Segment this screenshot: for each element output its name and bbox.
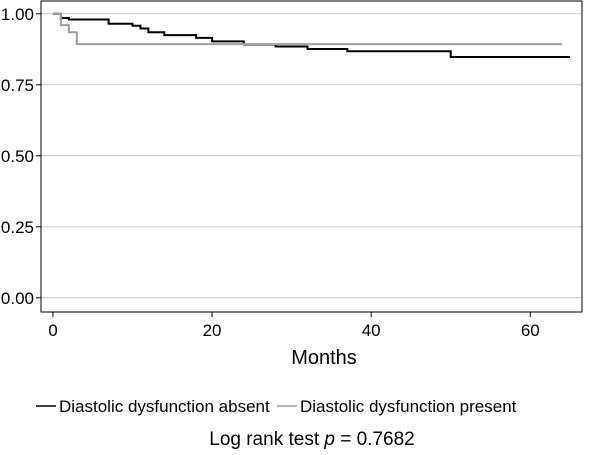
y-tick-label-1: 0.25 [1,218,34,237]
y-tick-label-4: 1.00 [1,5,34,24]
annotation-p-symbol: p [323,429,335,450]
log-rank-annotation: Log rank test p = 0.7682 [209,429,414,450]
x-axis: 0 20 40 60 [48,312,540,340]
legend-label-1: Diastolic dysfunction present [300,397,517,416]
x-tick-label-2: 40 [362,321,381,340]
legend-label-0: Diastolic dysfunction absent [59,397,270,416]
x-tick-label-3: 60 [521,321,540,340]
x-axis-title: Months [291,347,357,369]
series-lines [52,12,571,58]
x-tick-label-0: 0 [48,321,57,340]
y-tick-label-2: 0.50 [1,147,34,166]
legend: Diastolic dysfunction absent Diastolic dy… [36,397,517,416]
x-tick-label-1: 20 [203,321,222,340]
series-line-0 [52,12,571,58]
gridlines [41,13,582,299]
y-axis: 0.00 0.25 0.50 0.75 1.00 [1,5,41,308]
y-tick-label-3: 0.75 [1,76,34,95]
y-tick-label-0: 0.00 [1,289,34,308]
annotation-prefix: Log rank test [209,429,324,450]
plot-frame [40,0,583,313]
series-line-1 [52,12,563,46]
annotation-suffix: = 0.7682 [335,429,415,450]
